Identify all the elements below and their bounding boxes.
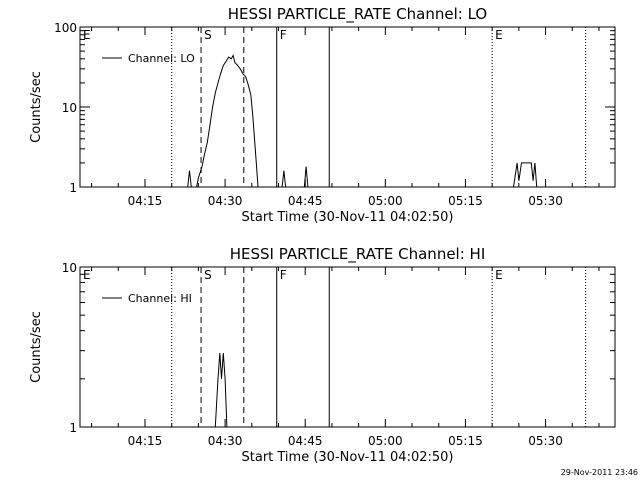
series-line — [196, 54, 259, 188]
timestamp: 29-Nov-2011 23:46 — [561, 468, 638, 477]
y-tick-label: 10 — [62, 261, 77, 275]
event-marker-label: F — [280, 268, 287, 282]
y-tick-label: 1 — [69, 181, 77, 195]
event-marker-label: E — [83, 268, 91, 282]
x-tick-label: 05:30 — [528, 434, 563, 448]
x-tick-label: 05:00 — [368, 194, 403, 208]
x-axis-label: Start Time (30-Nov-11 04:02:50) — [242, 450, 454, 465]
x-tick-label: 04:45 — [288, 434, 323, 448]
x-tick-label: 04:45 — [288, 194, 323, 208]
plot-frame — [79, 266, 616, 428]
y-tick-label: 10 — [62, 101, 77, 115]
x-tick-label: 04:30 — [208, 434, 243, 448]
series-line — [513, 162, 538, 188]
x-tick-label: 04:30 — [208, 194, 243, 208]
y-axis-label: Counts/sec — [29, 71, 44, 143]
series-line — [214, 352, 228, 428]
series-line — [303, 166, 309, 188]
x-tick-label: 04:15 — [128, 194, 163, 208]
x-tick-label: 05:15 — [448, 194, 483, 208]
event-marker-label: S — [204, 268, 212, 282]
chart-title: HESSI PARTICLE_RATE Channel: HI — [230, 245, 486, 264]
legend-label: Channel: LO — [128, 52, 195, 65]
y-tick-label: 100 — [54, 21, 77, 35]
chart-title: HESSI PARTICLE_RATE Channel: LO — [228, 5, 487, 24]
event-marker-label: E — [495, 28, 503, 42]
y-tick-label: 1 — [69, 421, 77, 435]
x-tick-label: 05:15 — [448, 434, 483, 448]
x-tick-label: 05:00 — [368, 434, 403, 448]
series-line — [281, 170, 287, 188]
event-marker-label: S — [204, 28, 212, 42]
x-tick-label: 04:15 — [128, 434, 163, 448]
series-line — [187, 170, 192, 188]
event-marker-label: F — [280, 28, 287, 42]
legend-label: Channel: HI — [128, 292, 192, 305]
event-marker-label: E — [83, 28, 91, 42]
y-axis-label: Counts/sec — [29, 311, 44, 383]
x-tick-label: 05:30 — [528, 194, 563, 208]
event-marker-label: E — [495, 268, 503, 282]
x-axis-label: Start Time (30-Nov-11 04:02:50) — [242, 210, 454, 225]
